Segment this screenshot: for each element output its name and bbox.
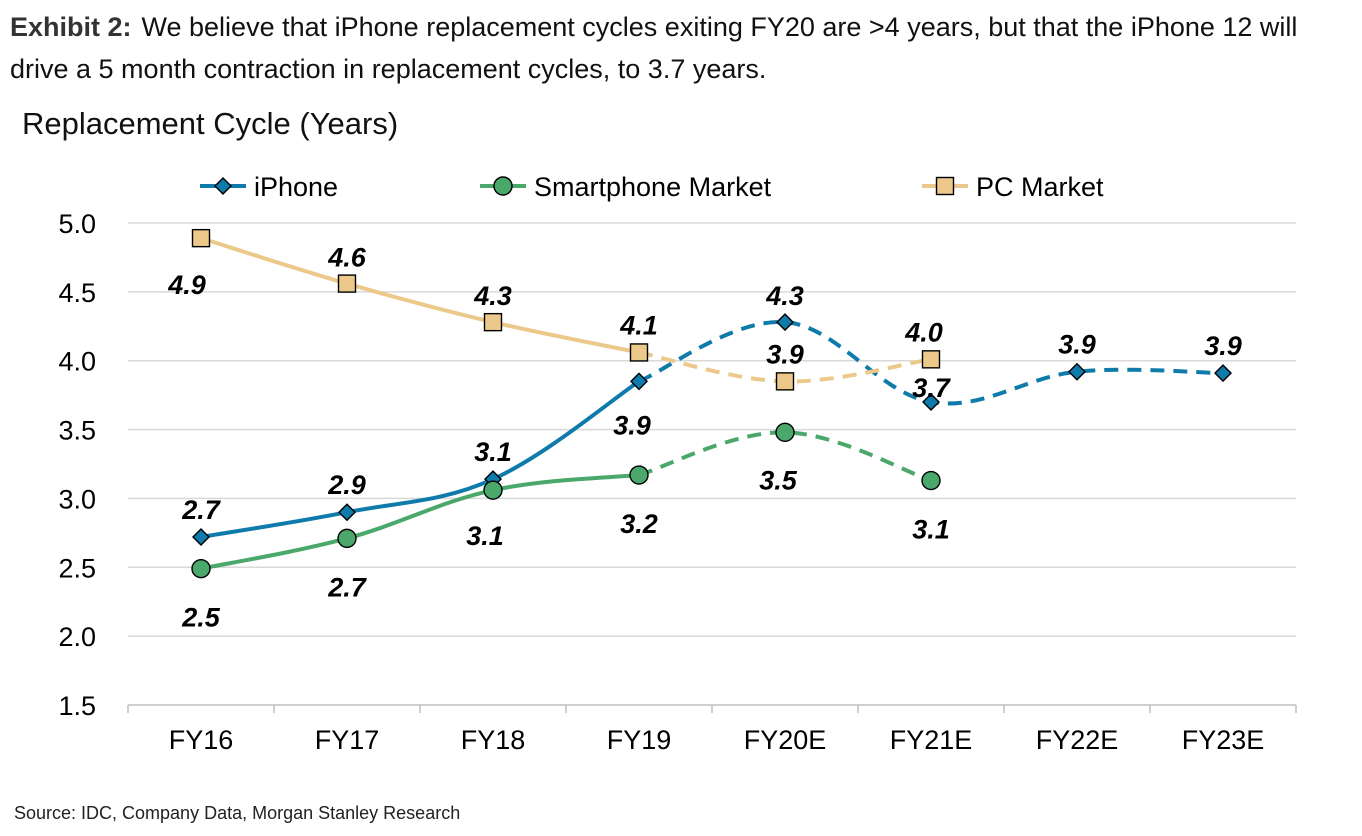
data-label: 4.3 bbox=[765, 281, 804, 311]
source-note: Source: IDC, Company Data, Morgan Stanle… bbox=[14, 803, 461, 823]
series-line-solid bbox=[200, 473, 640, 571]
data-point bbox=[191, 558, 211, 579]
legend-marker bbox=[493, 176, 513, 196]
y-tick-label: 4.0 bbox=[58, 347, 96, 377]
data-label: 3.5 bbox=[759, 465, 798, 495]
data-label: 4.0 bbox=[904, 317, 943, 347]
data-label: 2.9 bbox=[327, 470, 366, 500]
y-tick-label: 1.5 bbox=[58, 691, 96, 721]
data-point bbox=[775, 422, 795, 443]
data-point bbox=[629, 465, 649, 485]
x-tick-label: FY19 bbox=[607, 725, 672, 755]
data-label: 3.9 bbox=[1058, 330, 1096, 360]
legend-label: PC Market bbox=[976, 172, 1104, 202]
chart-title: Replacement Cycle (Years) bbox=[22, 106, 399, 141]
y-tick-label: 4.5 bbox=[58, 278, 96, 308]
data-point bbox=[1214, 364, 1232, 383]
data-point bbox=[629, 343, 649, 362]
data-label: 3.9 bbox=[1204, 331, 1242, 361]
x-tick-label: FY18 bbox=[461, 725, 526, 755]
data-point bbox=[630, 372, 648, 391]
legend-marker bbox=[935, 176, 955, 196]
data-point bbox=[338, 503, 356, 522]
data-label: 4.3 bbox=[473, 281, 512, 311]
legend-label: Smartphone Market bbox=[534, 172, 772, 202]
data-point bbox=[922, 393, 940, 412]
data-point bbox=[483, 480, 503, 500]
data-label: 3.1 bbox=[912, 515, 950, 545]
y-tick-label: 3.5 bbox=[58, 416, 96, 446]
data-point bbox=[1068, 362, 1086, 381]
data-label: 3.2 bbox=[620, 509, 658, 539]
data-point bbox=[921, 350, 941, 369]
data-label: 3.7 bbox=[912, 373, 952, 403]
data-label: 3.9 bbox=[613, 410, 651, 440]
series-line-solid bbox=[200, 379, 641, 539]
legend-marker bbox=[214, 177, 232, 195]
y-tick-label: 3.0 bbox=[58, 484, 96, 514]
x-tick-label: FY16 bbox=[169, 725, 234, 755]
y-tick-label: 2.5 bbox=[58, 553, 96, 583]
exhibit-label: Exhibit 2: bbox=[10, 12, 132, 42]
data-point bbox=[192, 527, 210, 546]
data-point bbox=[776, 313, 794, 332]
y-tick-label: 5.0 bbox=[58, 209, 96, 239]
data-label: 4.6 bbox=[327, 243, 367, 273]
data-label: 3.1 bbox=[474, 437, 512, 467]
data-label: 3.9 bbox=[766, 339, 804, 369]
data-label: 4.1 bbox=[619, 310, 658, 340]
data-point bbox=[337, 274, 357, 293]
data-point bbox=[483, 312, 503, 332]
y-tick-label: 2.0 bbox=[58, 622, 96, 652]
exhibit-text: We believe that iPhone replacement cycle… bbox=[10, 12, 1298, 84]
data-label: 2.7 bbox=[327, 572, 368, 602]
data-point bbox=[921, 470, 941, 491]
data-label: 2.7 bbox=[181, 495, 222, 525]
data-point bbox=[337, 528, 357, 549]
data-label: 4.9 bbox=[167, 270, 206, 300]
x-tick-label: FY23E bbox=[1182, 725, 1265, 755]
data-point bbox=[191, 228, 211, 248]
exhibit-caption: Exhibit 2: We believe that iPhone replace… bbox=[10, 6, 1355, 90]
data-label: 3.1 bbox=[466, 521, 504, 551]
x-tick-label: FY17 bbox=[315, 725, 380, 755]
data-label: 2.5 bbox=[181, 603, 221, 633]
x-tick-label: FY21E bbox=[890, 725, 973, 755]
series-line-solid bbox=[200, 236, 640, 355]
data-point bbox=[775, 372, 795, 391]
legend-label: iPhone bbox=[254, 172, 338, 202]
x-tick-label: FY20E bbox=[744, 725, 827, 755]
x-tick-label: FY22E bbox=[1036, 725, 1119, 755]
